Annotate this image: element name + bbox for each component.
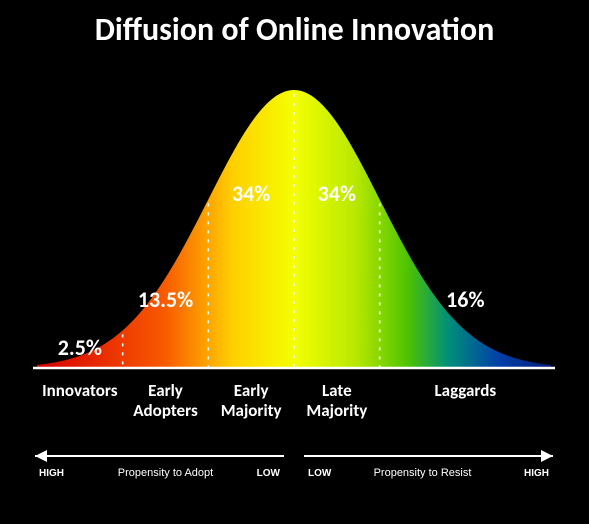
diffusion-chart: Diffusion of Online Innovation 2.5% Innov…: [0, 0, 589, 524]
axis-left: [35, 450, 284, 462]
chart-title: Diffusion of Online Innovation: [0, 10, 589, 49]
axis-prop-left: Propensity to Adopt: [118, 467, 213, 479]
segment-label-3: LateMajority: [306, 380, 367, 421]
percent-0: 2.5%: [58, 334, 102, 361]
axis-prop-right: Propensity to Resist: [374, 467, 472, 479]
axis-low-right: LOW: [308, 468, 332, 479]
axis-right: [304, 450, 553, 462]
percent-3: 34%: [318, 180, 356, 207]
segment-label-4: Laggards: [434, 380, 496, 401]
axis-high-right: HIGH: [524, 468, 549, 479]
segment-label-0: Innovators: [42, 380, 118, 401]
segment-label-2: EarlyMajority: [221, 380, 282, 421]
axis-low-left: LOW: [257, 468, 281, 479]
percent-4: 16%: [446, 286, 484, 313]
bell-curve-svg: 2.5% Innovators 13.5% EarlyAdopters 34% Early…: [0, 0, 589, 524]
percent-1: 13.5%: [138, 286, 193, 313]
axis-high-left: HIGH: [39, 468, 64, 479]
percent-2: 34%: [232, 180, 270, 207]
segment-label-1: EarlyAdopters: [133, 380, 198, 421]
